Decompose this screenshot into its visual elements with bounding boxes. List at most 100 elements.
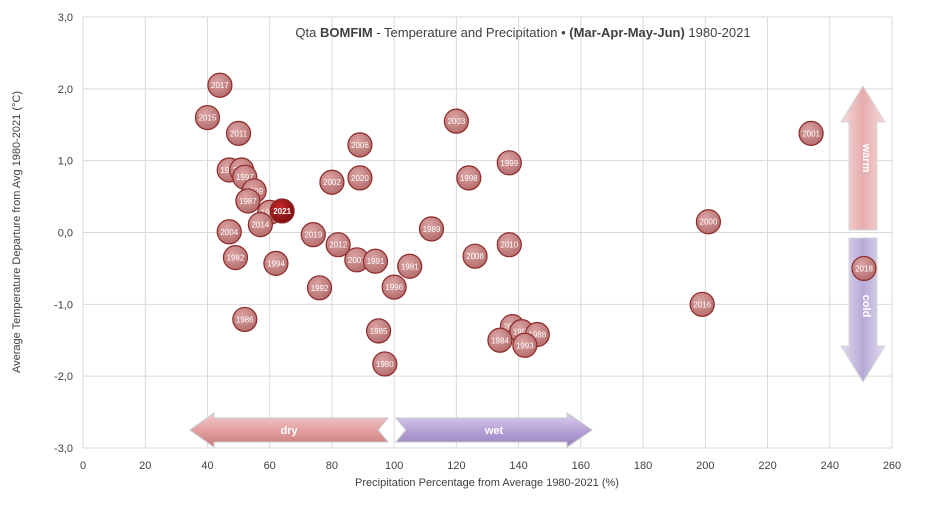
x-tick-label: 120 bbox=[447, 460, 465, 472]
data-point: 1993 bbox=[512, 332, 538, 358]
point-marker bbox=[695, 209, 722, 235]
data-point: 1980 bbox=[372, 351, 398, 377]
point-marker bbox=[300, 222, 326, 248]
chart-title-part: (Mar-Apr-May-Jun) bbox=[569, 25, 685, 40]
x-tick-label: 260 bbox=[883, 460, 901, 472]
data-point: 2011 bbox=[225, 120, 252, 146]
point-label: 1982 bbox=[227, 254, 245, 263]
dry-arrow bbox=[189, 412, 390, 448]
data-point: 2012 bbox=[325, 232, 351, 258]
point-marker bbox=[496, 150, 522, 176]
dry-label: dry bbox=[280, 425, 298, 437]
y-tick-label: 3,0 bbox=[58, 12, 73, 24]
point-marker bbox=[232, 306, 258, 333]
point-label: 1984 bbox=[491, 336, 509, 345]
point-label: 1991 bbox=[367, 257, 385, 266]
cold-label: cold bbox=[860, 295, 872, 318]
point-marker bbox=[347, 132, 373, 158]
data-point: 1986 bbox=[232, 306, 258, 333]
point-label: 2004 bbox=[220, 228, 238, 237]
point-marker bbox=[269, 198, 295, 224]
point-label: 2019 bbox=[304, 231, 322, 240]
data-point: 2008 bbox=[462, 243, 488, 269]
x-tick-label: 0 bbox=[80, 460, 86, 472]
point-label: 1992 bbox=[311, 284, 329, 293]
data-point: 2004 bbox=[216, 219, 242, 245]
y-axis-title: Average Temperature Departure from Avg 1… bbox=[11, 91, 23, 373]
chart-title: Qta BOMFIM - Temperature and Precipitati… bbox=[295, 25, 750, 40]
x-tick-label: 240 bbox=[821, 460, 839, 472]
point-marker bbox=[372, 351, 398, 377]
point-marker bbox=[487, 327, 513, 353]
data-point: 1984 bbox=[487, 327, 513, 353]
data-point: 1996 bbox=[381, 274, 407, 300]
data-point: 1985 bbox=[365, 318, 392, 344]
y-tick-label: -1,0 bbox=[54, 299, 73, 311]
point-marker bbox=[443, 108, 469, 134]
wet-label: wet bbox=[484, 425, 504, 437]
point-label: 2000 bbox=[700, 218, 718, 227]
point-marker bbox=[235, 188, 261, 214]
point-label: 2014 bbox=[251, 221, 269, 230]
data-point: 2014 bbox=[247, 211, 273, 238]
point-label: 2015 bbox=[199, 114, 217, 123]
point-label: 1995 bbox=[513, 328, 531, 337]
point-label: 1985 bbox=[370, 327, 388, 336]
point-label: 2017 bbox=[211, 81, 229, 90]
data-point: 1999 bbox=[496, 150, 522, 176]
point-marker bbox=[456, 165, 482, 191]
point-marker bbox=[347, 165, 373, 191]
axes: 0 20 40 60 80 100 120 140 160 180 200 220 240 260 3,0 2… bbox=[54, 12, 901, 472]
point-label: 1981 bbox=[401, 262, 419, 271]
data-point: 2015 bbox=[194, 104, 221, 131]
data-point: 2003 bbox=[443, 108, 469, 134]
chart-title-part: BOMFIM bbox=[320, 25, 373, 40]
point-marker bbox=[397, 253, 423, 279]
x-tick-label: 40 bbox=[201, 460, 213, 472]
point-marker bbox=[225, 120, 252, 146]
point-label: 1998 bbox=[460, 174, 478, 183]
data-point: 2000 bbox=[695, 209, 722, 235]
point-marker bbox=[365, 318, 392, 344]
point-label: 2002 bbox=[323, 178, 341, 187]
data-point: 2019 bbox=[300, 222, 326, 248]
point-label: 1988 bbox=[528, 331, 546, 340]
point-marker bbox=[851, 255, 877, 282]
data-point: 2017 bbox=[207, 72, 233, 98]
point-label: 2003 bbox=[447, 117, 465, 126]
wet-arrow bbox=[394, 412, 593, 448]
point-marker bbox=[496, 232, 522, 258]
point-label: 1989 bbox=[423, 225, 441, 234]
data-point: 2002 bbox=[319, 169, 345, 195]
data-point: 1991 bbox=[362, 248, 389, 274]
point-marker bbox=[362, 248, 389, 274]
data-point: 1992 bbox=[306, 275, 333, 301]
point-label: 2021 bbox=[273, 207, 291, 216]
chart-title-part: 1980-2021 bbox=[685, 25, 751, 40]
point-label: 1987 bbox=[239, 197, 257, 206]
data-point: 2006 bbox=[347, 132, 373, 158]
data-point: 2016 bbox=[689, 291, 715, 317]
point-marker bbox=[798, 120, 824, 146]
y-tick-label: 2,0 bbox=[58, 84, 73, 96]
point-marker bbox=[222, 245, 249, 271]
point-label: 2001 bbox=[802, 129, 820, 138]
data-point: 1994 bbox=[263, 250, 289, 276]
x-tick-label: 60 bbox=[264, 460, 276, 472]
data-points: 2017201520112006200320011999199819832005… bbox=[194, 72, 877, 377]
x-tick-label: 140 bbox=[509, 460, 527, 472]
data-point: 1989 bbox=[418, 216, 445, 242]
point-label: 1980 bbox=[376, 360, 394, 369]
x-tick-label: 200 bbox=[696, 460, 714, 472]
x-tick-label: 220 bbox=[758, 460, 776, 472]
warm-arrow bbox=[840, 85, 886, 231]
chart-title-part: Qta bbox=[295, 25, 320, 40]
x-tick-label: 180 bbox=[634, 460, 652, 472]
point-marker bbox=[306, 275, 333, 301]
point-label: 2016 bbox=[693, 300, 711, 309]
data-point: 1981 bbox=[397, 253, 423, 279]
y-tick-label: -2,0 bbox=[54, 371, 73, 383]
point-marker bbox=[418, 216, 445, 242]
